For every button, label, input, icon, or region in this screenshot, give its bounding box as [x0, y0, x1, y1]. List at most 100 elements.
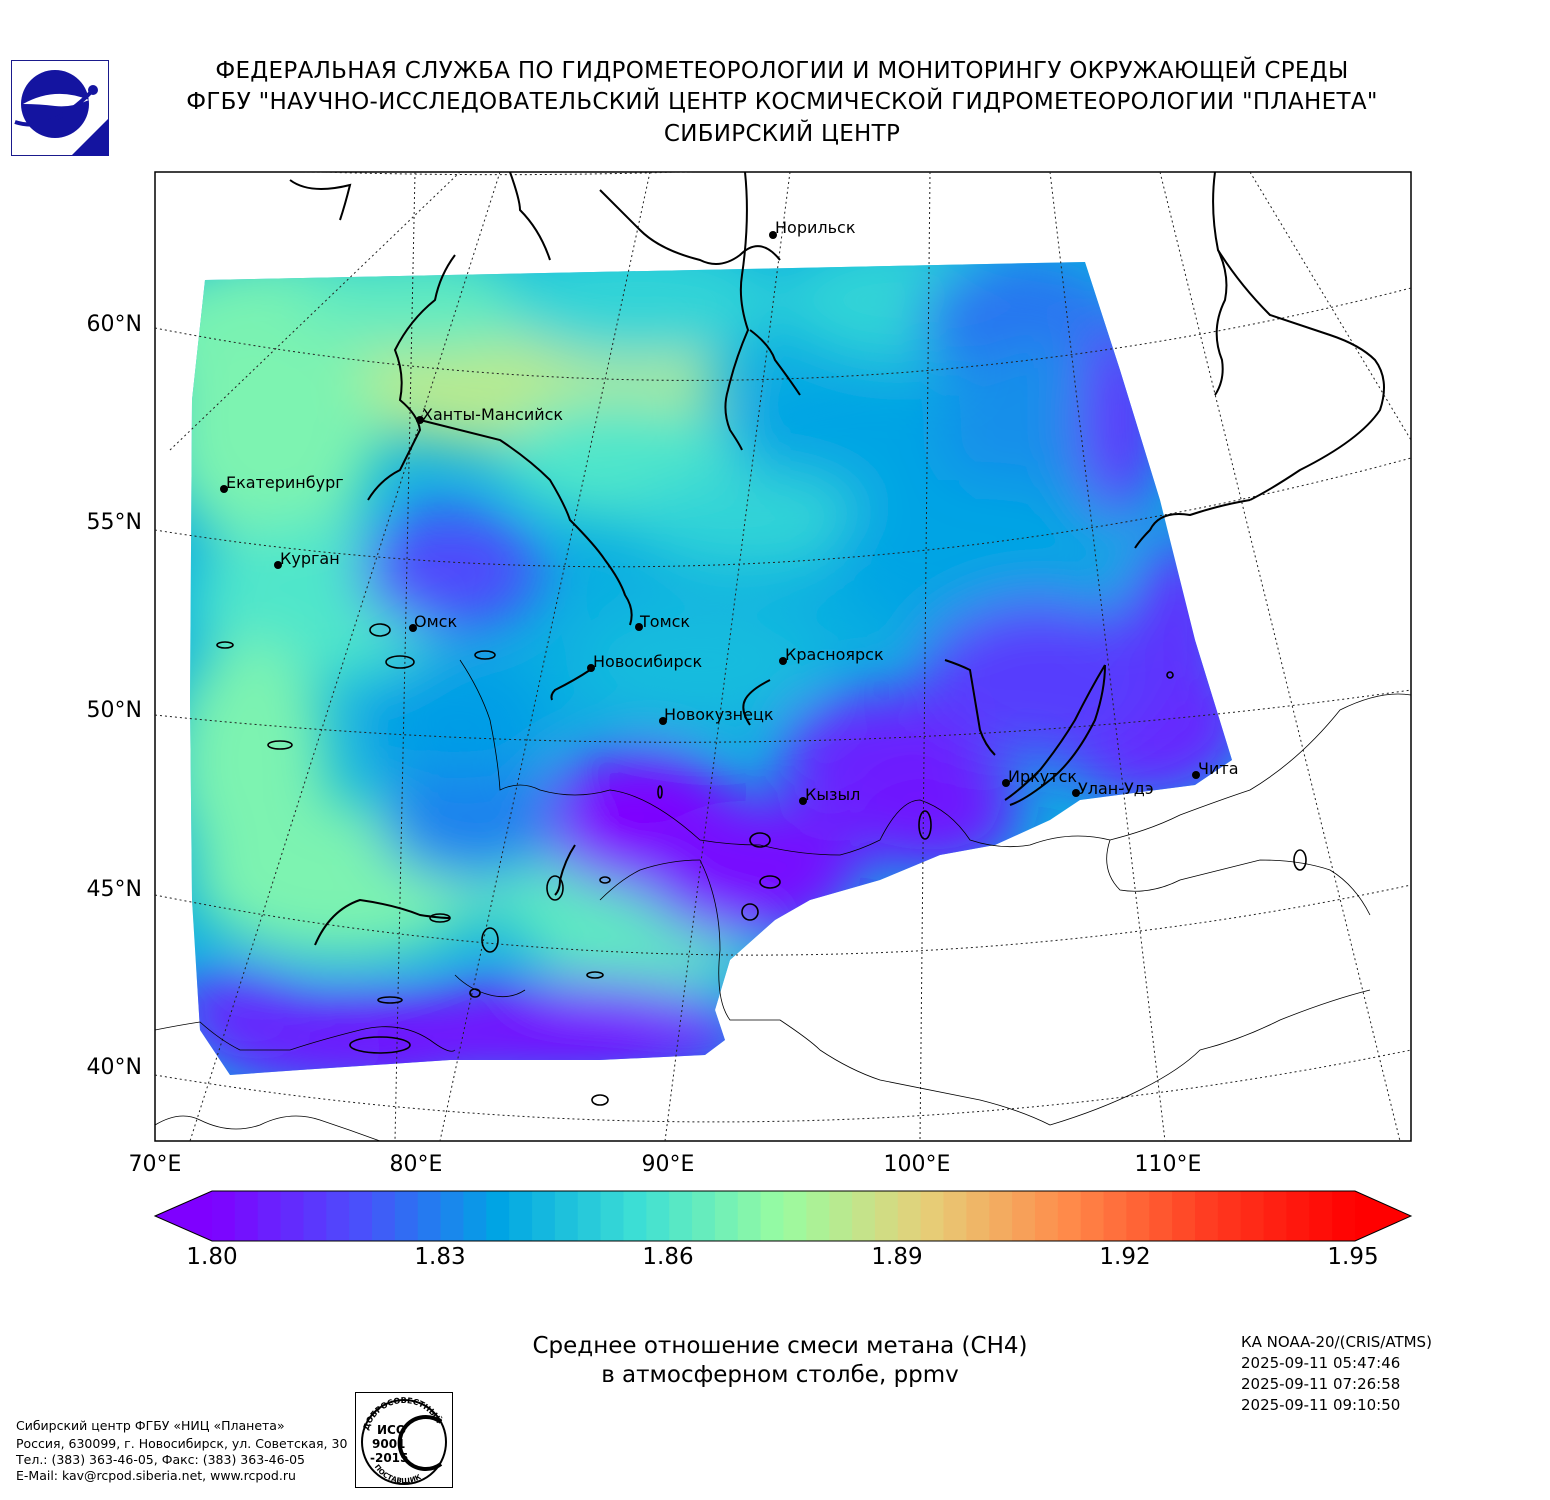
colorbar-segment — [486, 1191, 510, 1241]
field-patch — [500, 262, 780, 360]
colorbar-segment — [737, 1191, 762, 1241]
lat-label: 40°N — [86, 1055, 142, 1080]
colorbar-segment — [303, 1191, 327, 1241]
colorbar-segment — [1240, 1191, 1265, 1241]
colorbar-segment — [577, 1191, 602, 1241]
field-patch — [640, 800, 860, 940]
colorbar-segment — [326, 1191, 350, 1241]
colorbar-segment — [417, 1191, 442, 1241]
field-patch — [1080, 320, 1160, 520]
city-label-khanty-mansiysk: Ханты-Мансийск — [422, 405, 564, 424]
city-label-novosibirsk: Новосибирск — [593, 652, 703, 671]
lat-label: 50°N — [86, 698, 142, 723]
city-dot-7 — [779, 657, 787, 665]
city-dot-10 — [1072, 789, 1080, 797]
city-dot-3 — [274, 561, 282, 569]
colorbar-segment — [920, 1191, 945, 1241]
lat-label: 55°N — [86, 510, 142, 535]
colorbar-segment — [600, 1191, 625, 1241]
header-line-1: ФЕДЕРАЛЬНАЯ СЛУЖБА ПО ГИДРОМЕТЕОРОЛОГИИ … — [215, 58, 1349, 84]
field-patch — [1130, 540, 1230, 700]
colorbar-extend-low — [155, 1191, 212, 1241]
colorbar-segment — [1172, 1191, 1196, 1241]
rivers-coast — [289, 172, 1385, 946]
city-label-norilsk: Норильск — [775, 218, 856, 237]
colorbar-segment — [1286, 1191, 1310, 1241]
colorbar-segment — [646, 1191, 670, 1241]
lat-label: 60°N — [86, 312, 142, 337]
colorbar-segment — [349, 1191, 373, 1241]
colorbar-segment — [1080, 1191, 1105, 1241]
map-frame — [154, 171, 1412, 1142]
colorbar-segment — [554, 1191, 579, 1241]
city-dot-1 — [416, 416, 424, 424]
colorbar-segment — [669, 1191, 693, 1241]
field-patch — [380, 760, 560, 880]
contact-line: Россия, 630099, г. Новосибирск, ул. Сове… — [16, 1436, 348, 1451]
city-dot-5 — [635, 623, 643, 631]
field-patch — [370, 660, 550, 780]
borders — [155, 659, 1411, 1141]
colorbar-frame — [153, 1190, 1413, 1242]
colorbar-segment — [372, 1191, 396, 1241]
field-patch — [360, 510, 540, 630]
city-label-chita: Чита — [1198, 759, 1239, 778]
colorbar-segment — [1263, 1191, 1288, 1241]
city-label-novokuznetsk: Новокузнецк — [664, 705, 774, 724]
lat-label: 45°N — [86, 877, 142, 902]
colorbar-segment — [257, 1191, 282, 1241]
lakes — [216, 623, 1307, 1106]
colorbar-segment — [943, 1191, 967, 1241]
colorbar-segment — [1057, 1191, 1082, 1241]
colorbar-segment — [1332, 1191, 1356, 1241]
city-dot-4 — [409, 624, 417, 632]
colorbar-segment — [440, 1191, 465, 1241]
pass-time: 2025-09-11 09:10:50 — [1241, 1396, 1401, 1414]
colorbar-segment — [1034, 1191, 1059, 1241]
city-label-kurgan: Курган — [280, 549, 340, 568]
city-dot-9 — [1002, 779, 1010, 787]
lon-label: 110°E — [1134, 1152, 1202, 1177]
colorbar — [155, 1191, 1411, 1241]
colorbar-tick-label: 1.89 — [871, 1244, 923, 1270]
colorbar-segment — [1194, 1191, 1219, 1241]
colorbar-segment — [1309, 1191, 1333, 1241]
colorbar-segment — [989, 1191, 1013, 1241]
colorbar-segment — [852, 1191, 876, 1241]
lon-label: 90°E — [641, 1152, 695, 1177]
colorbar-segment — [532, 1191, 556, 1241]
header-line-2: ФГБУ "НАУЧНО-ИССЛЕДОВАТЕЛЬСКИЙ ЦЕНТР КОС… — [186, 89, 1378, 115]
iso-l3: -2015 — [370, 1451, 408, 1465]
iso-9001-badge: ДОБРОСОВЕСТНЫЙ ПОСТАВЩИК ИСО 9001 -2015 — [355, 1392, 453, 1488]
colorbar-segment — [1103, 1191, 1127, 1241]
lon-label: 100°E — [883, 1152, 951, 1177]
pass-time: 2025-09-11 07:26:58 — [1241, 1375, 1401, 1393]
methane-field — [190, 262, 1232, 1075]
colorbar-segment — [783, 1191, 807, 1241]
colorbar-segment — [714, 1191, 739, 1241]
city-label-kyzyl: Кызыл — [805, 785, 861, 804]
city-dot-11 — [1192, 771, 1200, 779]
city-dot-8 — [659, 717, 667, 725]
colorbar-segment — [806, 1191, 830, 1241]
colorbar-segment — [829, 1191, 853, 1241]
city-dot-12 — [799, 797, 807, 805]
city-dot-0 — [769, 231, 777, 239]
colorbar-segment — [760, 1191, 785, 1241]
lon-label: 70°E — [128, 1152, 182, 1177]
colorbar-tick-label: 1.86 — [642, 1244, 694, 1270]
field-patch — [830, 480, 1130, 640]
pass-time: 2025-09-11 05:47:46 — [1241, 1354, 1401, 1372]
colorbar-segment — [280, 1191, 305, 1241]
colorbar-tick-label: 1.95 — [1327, 1244, 1379, 1270]
caption-line-2: в атмосферном столбе, ppmv — [601, 1362, 959, 1388]
city-label-ulan-ude: Улан-Удэ — [1078, 779, 1154, 798]
field-patch — [840, 750, 1020, 870]
colorbar-tick-label: 1.92 — [1099, 1244, 1151, 1270]
field-patch — [370, 980, 750, 1075]
lon-label: 80°E — [389, 1152, 443, 1177]
field-patch — [190, 970, 310, 1050]
city-label-tomsk: Томск — [640, 612, 691, 631]
caption-line-1: Среднее отношение смеси метана (CH4) — [532, 1333, 1028, 1359]
colorbar-tick-label: 1.83 — [414, 1244, 466, 1270]
